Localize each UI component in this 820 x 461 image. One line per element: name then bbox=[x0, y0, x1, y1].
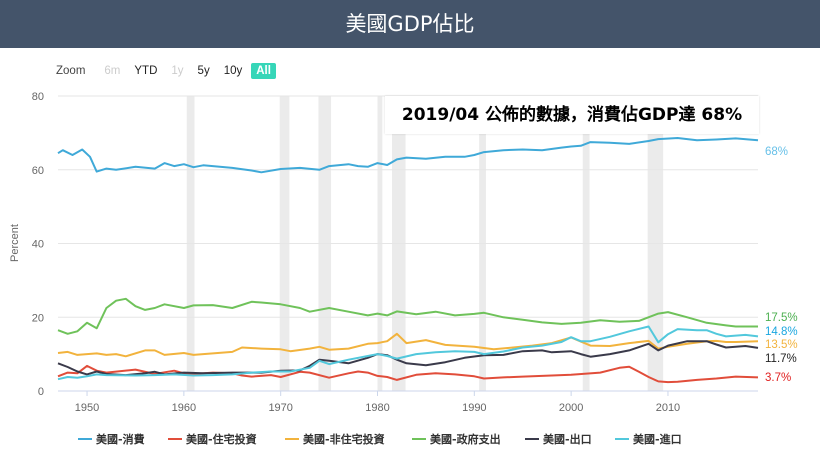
series-lines bbox=[57, 137, 759, 384]
series-line bbox=[57, 137, 759, 174]
range-button-ytd[interactable]: YTD bbox=[134, 65, 158, 77]
annotation-callout: 2019/04 公佈的數據，消費佔GDP達 68% bbox=[385, 96, 759, 134]
x-tick-label: 1990 bbox=[462, 402, 486, 414]
page-title: 美國GDP佔比 bbox=[345, 12, 475, 36]
range-button-10y[interactable]: 10y bbox=[223, 65, 243, 77]
y-tick-label: 60 bbox=[32, 165, 44, 177]
legend-item: 美國-消費 bbox=[78, 432, 145, 446]
end-labels: 68% 3.7% 13.5% 17.5% 11.7% 14.8% bbox=[765, 146, 798, 384]
range-button-5y[interactable]: 5y bbox=[197, 65, 210, 77]
series-line bbox=[57, 364, 759, 384]
x-tick-label: 2010 bbox=[656, 402, 680, 414]
y-axis: 0 20 40 60 80 bbox=[32, 91, 44, 398]
series-end-label: 17.5% bbox=[765, 312, 798, 324]
y-tick-label: 0 bbox=[38, 386, 44, 398]
series-end-label: 14.8% bbox=[765, 326, 798, 338]
range-button-6m[interactable]: 6m bbox=[104, 65, 121, 77]
range-button-1y[interactable]: 1y bbox=[171, 65, 184, 77]
zoom-label: Zoom bbox=[56, 65, 86, 77]
x-tick-label: 2000 bbox=[559, 402, 583, 414]
header-bar: 美國GDP佔比 bbox=[0, 0, 820, 48]
x-tick-label: 1960 bbox=[172, 402, 196, 414]
legend-item: 美國-住宅投資 bbox=[168, 432, 257, 446]
legend-item: 美國-政府支出 bbox=[412, 432, 501, 446]
series-end-label: 11.7% bbox=[765, 353, 797, 365]
series-line bbox=[57, 340, 759, 377]
y-axis-title: Percent bbox=[9, 224, 21, 262]
legend-label: 美國-非住宅投資 bbox=[303, 432, 385, 446]
range-button-all[interactable]: All bbox=[251, 63, 276, 79]
x-tick-label: 1950 bbox=[75, 402, 99, 414]
series-end-label: 13.5% bbox=[765, 339, 798, 351]
legend-label: 美國-進口 bbox=[633, 432, 682, 446]
legend-item: 美國-非住宅投資 bbox=[285, 432, 385, 446]
legend-label: 美國-消費 bbox=[96, 432, 145, 446]
legend-label: 美國-住宅投資 bbox=[186, 432, 257, 446]
x-axis: 1950 1960 1970 1980 1990 2000 2010 bbox=[75, 391, 680, 414]
series-line bbox=[57, 332, 759, 358]
y-tick-label: 80 bbox=[32, 91, 44, 103]
y-tick-label: 40 bbox=[32, 239, 44, 251]
series-end-label: 68% bbox=[765, 146, 788, 158]
x-tick-label: 1980 bbox=[365, 402, 389, 414]
series-line bbox=[57, 297, 758, 335]
legend: 美國-消費 美國-住宅投資 美國-非住宅投資 美國-政府支出 美國-出口 美國-進口 bbox=[78, 432, 682, 446]
x-tick-label: 1970 bbox=[268, 402, 292, 414]
series-line bbox=[57, 325, 759, 381]
legend-item: 美國-出口 bbox=[525, 432, 592, 446]
series-end-label: 3.7% bbox=[765, 372, 791, 384]
y-tick-label: 20 bbox=[32, 312, 44, 324]
range-selector: Zoom 6m YTD 1y 5y 10y All bbox=[50, 61, 280, 81]
legend-label: 美國-政府支出 bbox=[430, 432, 501, 446]
legend-item: 美國-進口 bbox=[615, 432, 682, 446]
legend-label: 美國-出口 bbox=[543, 432, 592, 446]
